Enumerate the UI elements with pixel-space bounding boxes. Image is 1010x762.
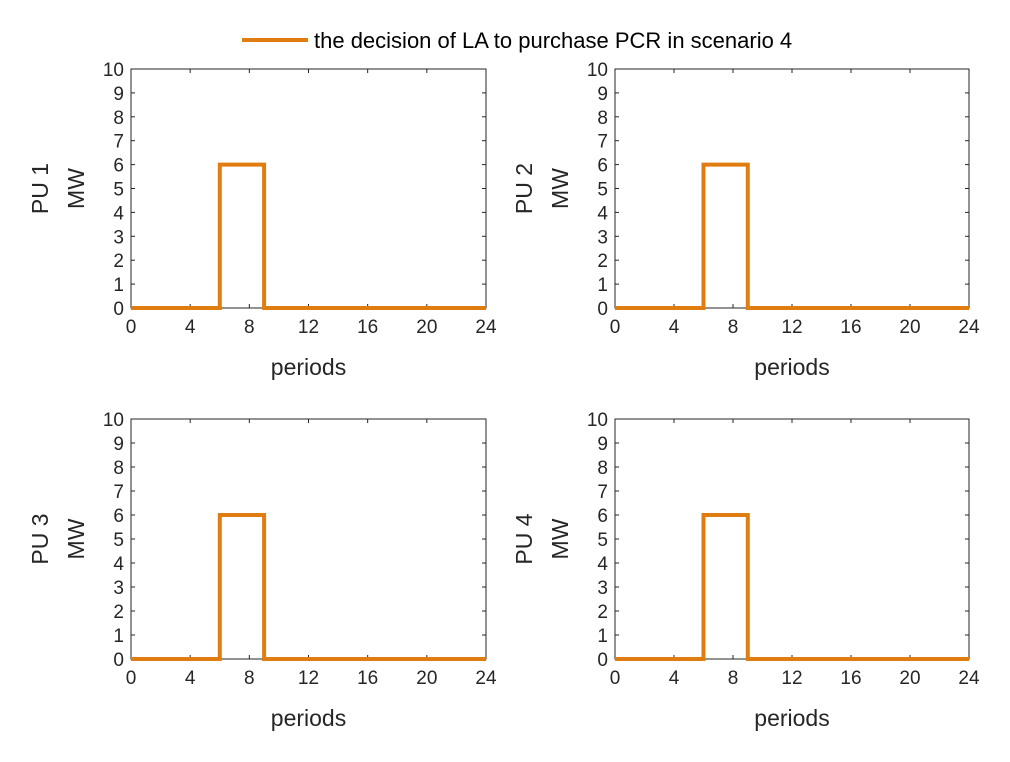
y-tick-label: 2 bbox=[113, 251, 124, 272]
x-axis-label: periods bbox=[271, 705, 346, 731]
x-tick-label: 24 bbox=[475, 317, 497, 338]
x-tick-label: 12 bbox=[298, 317, 319, 338]
y-axis-label: MW bbox=[547, 518, 573, 559]
y-tick-label: 5 bbox=[597, 180, 608, 201]
y-axis-label: MW bbox=[63, 168, 89, 209]
y-tick-label: 8 bbox=[597, 108, 608, 129]
x-tick-label: 20 bbox=[899, 317, 920, 338]
y-tick-label: 2 bbox=[113, 602, 124, 623]
y-tick-label: 5 bbox=[113, 530, 124, 551]
series-line-1 bbox=[615, 162, 969, 310]
series-line-1 bbox=[131, 513, 486, 661]
x-tick-label: 4 bbox=[669, 668, 680, 689]
y-tick-label: 9 bbox=[113, 84, 124, 105]
y-tick-label: 5 bbox=[113, 180, 124, 201]
y-tick-label: 10 bbox=[587, 410, 608, 431]
x-tick-label: 4 bbox=[185, 668, 196, 689]
y-tick-label: 9 bbox=[597, 434, 608, 455]
y-tick-label: 1 bbox=[597, 626, 608, 647]
y-axis-label: MW bbox=[547, 168, 573, 209]
x-tick-label: 4 bbox=[669, 317, 680, 338]
y-tick-label: 6 bbox=[113, 156, 124, 177]
y-axis-outer-label: PU 4 bbox=[511, 513, 537, 564]
y-tick-label: 6 bbox=[597, 156, 608, 177]
y-tick-label: 7 bbox=[113, 482, 124, 503]
x-tick-label: 4 bbox=[185, 317, 196, 338]
x-tick-label: 12 bbox=[781, 317, 802, 338]
x-axis-label: periods bbox=[754, 705, 829, 731]
y-tick-label: 9 bbox=[113, 434, 124, 455]
y-axis-label: MW bbox=[63, 518, 89, 559]
y-tick-label: 0 bbox=[597, 299, 608, 320]
x-tick-label: 20 bbox=[416, 668, 437, 689]
y-tick-label: 10 bbox=[103, 410, 124, 431]
y-tick-label: 4 bbox=[597, 554, 608, 575]
x-tick-label: 20 bbox=[416, 317, 437, 338]
y-tick-label: 2 bbox=[597, 602, 608, 623]
y-tick-label: 1 bbox=[113, 275, 124, 296]
x-tick-label: 24 bbox=[958, 668, 980, 689]
series-line-1 bbox=[131, 162, 486, 310]
y-axis-outer-label: PU 3 bbox=[27, 513, 53, 564]
y-tick-label: 7 bbox=[597, 482, 608, 503]
y-tick-label: 0 bbox=[597, 650, 608, 671]
y-tick-label: 3 bbox=[113, 578, 124, 599]
y-tick-label: 10 bbox=[587, 60, 608, 81]
y-tick-label: 4 bbox=[597, 203, 608, 224]
y-tick-label: 0 bbox=[113, 650, 124, 671]
y-tick-label: 4 bbox=[113, 203, 124, 224]
y-tick-label: 9 bbox=[597, 84, 608, 105]
x-tick-label: 16 bbox=[840, 668, 861, 689]
x-tick-label: 16 bbox=[357, 317, 378, 338]
y-axis-outer-label: PU 2 bbox=[511, 163, 537, 214]
y-tick-label: 6 bbox=[597, 506, 608, 527]
x-tick-label: 16 bbox=[357, 668, 378, 689]
x-tick-label: 8 bbox=[244, 317, 255, 338]
x-tick-label: 0 bbox=[610, 317, 621, 338]
x-tick-label: 16 bbox=[840, 317, 861, 338]
x-tick-label: 0 bbox=[126, 317, 137, 338]
x-tick-label: 0 bbox=[126, 668, 137, 689]
x-tick-label: 12 bbox=[781, 668, 802, 689]
y-tick-label: 0 bbox=[113, 299, 124, 320]
y-tick-label: 3 bbox=[113, 227, 124, 248]
y-tick-label: 8 bbox=[113, 458, 124, 479]
y-axis-outer-label: PU 1 bbox=[27, 163, 53, 214]
y-tick-label: 1 bbox=[597, 275, 608, 296]
y-tick-label: 6 bbox=[113, 506, 124, 527]
y-tick-label: 5 bbox=[597, 530, 608, 551]
x-tick-label: 8 bbox=[728, 317, 739, 338]
x-tick-label: 12 bbox=[298, 668, 319, 689]
x-tick-label: 8 bbox=[728, 668, 739, 689]
x-tick-label: 24 bbox=[958, 317, 980, 338]
y-tick-label: 7 bbox=[597, 132, 608, 153]
y-tick-label: 7 bbox=[113, 132, 124, 153]
y-tick-label: 10 bbox=[103, 60, 124, 81]
x-tick-label: 20 bbox=[899, 668, 920, 689]
y-tick-label: 3 bbox=[597, 578, 608, 599]
x-tick-label: 24 bbox=[475, 668, 497, 689]
y-tick-label: 2 bbox=[597, 251, 608, 272]
x-axis-label: periods bbox=[271, 354, 346, 380]
x-tick-label: 8 bbox=[244, 668, 255, 689]
y-tick-label: 4 bbox=[113, 554, 124, 575]
y-tick-label: 8 bbox=[597, 458, 608, 479]
y-tick-label: 1 bbox=[113, 626, 124, 647]
legend: the decision of LA to purchase PCR in sc… bbox=[242, 28, 792, 53]
x-tick-label: 0 bbox=[610, 668, 621, 689]
x-axis-label: periods bbox=[754, 354, 829, 380]
legend-label: the decision of LA to purchase PCR in sc… bbox=[314, 28, 792, 53]
y-tick-label: 3 bbox=[597, 227, 608, 248]
series-line-1 bbox=[615, 513, 969, 661]
y-tick-label: 8 bbox=[113, 108, 124, 129]
